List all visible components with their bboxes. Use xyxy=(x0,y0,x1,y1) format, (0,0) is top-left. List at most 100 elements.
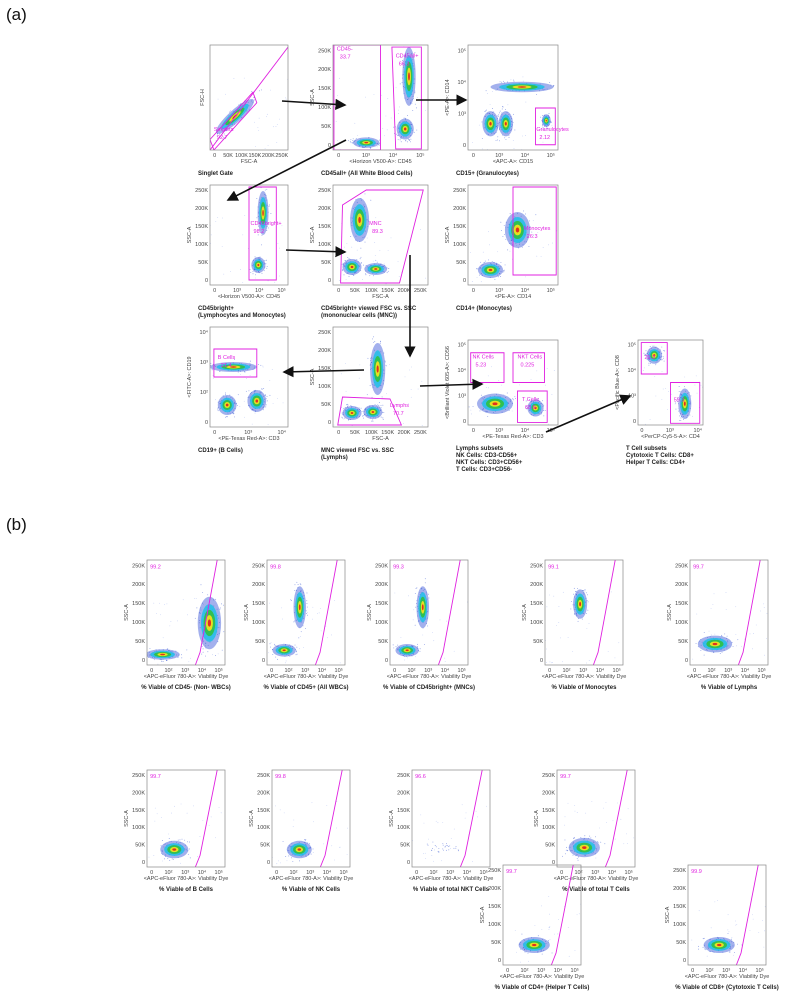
event-dot xyxy=(655,395,657,397)
event-dot xyxy=(355,143,357,145)
event-dot xyxy=(172,650,174,652)
event-dot xyxy=(444,846,446,848)
y-tick-label: 0 xyxy=(683,958,686,964)
event-dot xyxy=(384,135,385,137)
event-dot xyxy=(485,410,487,412)
event-dot xyxy=(576,615,578,617)
event-dot xyxy=(233,400,235,402)
event-dot xyxy=(695,643,697,645)
event-dot xyxy=(680,391,682,393)
y-tick-label: 10³ xyxy=(458,111,466,117)
event-dot xyxy=(504,137,506,139)
event-dot xyxy=(375,417,377,419)
event-dot xyxy=(295,654,297,656)
event-dot xyxy=(525,400,527,402)
event-dot xyxy=(250,392,252,393)
event-dot xyxy=(760,610,761,612)
event-dot xyxy=(645,354,647,356)
event-dot xyxy=(348,419,350,421)
event-dot xyxy=(680,413,681,415)
event-dot xyxy=(305,838,307,840)
x-tick-label: 0 xyxy=(472,288,475,294)
event-dot xyxy=(496,139,498,141)
event-dot xyxy=(486,133,488,135)
event-dot xyxy=(212,365,214,367)
event-dot xyxy=(599,827,600,829)
event-dot xyxy=(572,854,574,856)
event-dot xyxy=(401,82,403,84)
event-dot xyxy=(306,603,308,605)
event-dot xyxy=(412,95,414,97)
event-dot xyxy=(505,139,507,140)
gate-outline xyxy=(210,91,258,150)
x-tick-label: 10³ xyxy=(591,870,599,876)
event-dot xyxy=(418,620,420,622)
density-contour xyxy=(489,121,492,126)
event-dot xyxy=(341,412,343,414)
event-dot xyxy=(648,349,650,351)
event-dot xyxy=(411,129,413,131)
event-dot xyxy=(727,645,729,647)
event-dot xyxy=(303,595,305,596)
event-dot xyxy=(540,128,542,130)
event-dot xyxy=(355,407,357,409)
event-dot xyxy=(752,918,754,920)
event-dot xyxy=(200,609,202,611)
event-dot xyxy=(597,841,599,843)
event-dot xyxy=(690,395,692,397)
event-dot xyxy=(484,262,486,264)
event-dot xyxy=(366,219,368,221)
event-dot xyxy=(467,601,468,603)
density-contour xyxy=(364,141,369,144)
event-dot xyxy=(383,263,385,265)
event-dot xyxy=(349,258,351,260)
density-contour xyxy=(653,354,656,357)
event-dot xyxy=(573,596,575,598)
y-tick-label: 0 xyxy=(328,143,331,149)
y-tick-label: 50K xyxy=(533,639,543,645)
event-dot xyxy=(410,122,412,124)
event-dot xyxy=(215,654,216,656)
event-dot xyxy=(229,394,231,396)
event-dot xyxy=(522,946,524,948)
event-dot xyxy=(501,81,503,83)
event-dot xyxy=(554,933,555,935)
event-dot xyxy=(514,396,516,398)
event-dot xyxy=(403,117,405,119)
event-dot xyxy=(158,649,160,651)
event-dot xyxy=(384,271,385,273)
y-tick-label: 50K xyxy=(198,260,208,266)
event-dot xyxy=(617,802,619,804)
event-dot xyxy=(577,859,579,861)
event-dot xyxy=(491,261,493,263)
plot-area xyxy=(333,45,426,150)
event-dot xyxy=(514,216,516,218)
y-tick-label: 0 xyxy=(328,278,331,284)
event-dot xyxy=(496,126,498,128)
x-tick-label: 0 xyxy=(150,668,153,674)
x-axis-label: <APC-eFluor 780-A>: Viability Dye xyxy=(387,674,472,680)
event-dot xyxy=(542,403,544,405)
event-dot xyxy=(298,637,300,639)
event-dot xyxy=(251,423,253,425)
event-dot xyxy=(492,114,493,115)
event-dot xyxy=(168,841,170,843)
density-contour xyxy=(257,263,260,267)
event-dot xyxy=(274,644,276,646)
event-dot xyxy=(176,654,177,656)
event-dot xyxy=(305,855,307,857)
event-dot xyxy=(162,649,164,651)
event-dot xyxy=(257,234,259,236)
event-dot xyxy=(218,806,220,808)
event-dot xyxy=(696,392,698,394)
x-tick-label: 10⁴ xyxy=(554,967,563,974)
event-dot xyxy=(526,406,528,408)
event-dot xyxy=(492,111,493,113)
event-dot xyxy=(427,611,428,613)
gate-outline xyxy=(592,560,616,665)
event-dot xyxy=(203,640,204,642)
event-dot xyxy=(201,645,203,647)
event-dot xyxy=(344,406,346,408)
event-dot xyxy=(667,409,668,410)
